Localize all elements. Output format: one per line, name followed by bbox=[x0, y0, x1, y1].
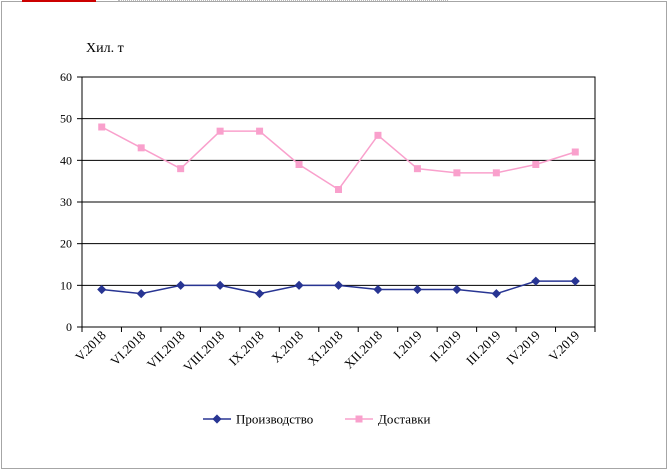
data-point bbox=[215, 280, 225, 290]
y-tick-label: 0 bbox=[66, 320, 72, 334]
x-tick-label: V.2019 bbox=[546, 328, 583, 365]
x-tick-label: VIII.2018 bbox=[180, 328, 227, 375]
legend-item: Доставки bbox=[345, 412, 431, 427]
legend-label: Доставки bbox=[378, 412, 431, 427]
legend-marker bbox=[212, 414, 222, 424]
data-point bbox=[374, 131, 382, 139]
y-tick-label: 30 bbox=[60, 195, 72, 209]
x-tick-label: XI.2018 bbox=[305, 328, 346, 369]
data-point bbox=[137, 144, 145, 152]
legend-marker bbox=[355, 415, 363, 423]
legend-item: Производство bbox=[203, 412, 313, 427]
data-point bbox=[452, 284, 462, 295]
x-tick-label: IV.2019 bbox=[503, 328, 543, 368]
clipped-red-text bbox=[22, 0, 96, 2]
data-point bbox=[97, 284, 107, 295]
data-point bbox=[532, 161, 540, 168]
x-tick-label: V.2018 bbox=[72, 328, 109, 365]
x-tick-label: IX.2018 bbox=[226, 328, 267, 369]
x-tick-label: VI.2018 bbox=[107, 328, 148, 369]
x-tick-label: III.2019 bbox=[463, 328, 503, 368]
data-point bbox=[216, 127, 224, 135]
data-point bbox=[412, 284, 422, 295]
y-tick-label: 50 bbox=[60, 112, 72, 126]
y-tick-label: 20 bbox=[60, 237, 72, 251]
x-tick-label: II.2019 bbox=[427, 328, 464, 365]
data-point bbox=[531, 276, 541, 286]
data-point bbox=[294, 280, 304, 290]
series-1 bbox=[97, 276, 580, 299]
series-2 bbox=[98, 123, 579, 193]
series-line bbox=[101, 126, 576, 191]
x-tick-label: XII.2018 bbox=[341, 328, 385, 372]
y-tick-label: 10 bbox=[60, 278, 72, 292]
clipped-top-text bbox=[118, 0, 448, 3]
data-point bbox=[256, 127, 264, 135]
data-point bbox=[570, 276, 580, 286]
data-point bbox=[571, 148, 579, 156]
data-point bbox=[98, 123, 106, 131]
plot-area-border bbox=[81, 76, 596, 328]
data-point bbox=[177, 165, 185, 173]
y-tick-label: 60 bbox=[60, 70, 72, 84]
data-point bbox=[295, 161, 303, 168]
data-point bbox=[413, 165, 421, 173]
data-point bbox=[136, 289, 146, 299]
data-point bbox=[176, 280, 186, 290]
data-point bbox=[453, 169, 461, 177]
x-tick-label: X.2018 bbox=[268, 328, 306, 366]
data-point bbox=[491, 289, 501, 299]
legend-label: Производство bbox=[236, 412, 313, 427]
data-point bbox=[373, 284, 383, 295]
y-axis-title: Хил. т bbox=[86, 41, 124, 56]
data-point bbox=[255, 289, 265, 299]
y-tick-label: 40 bbox=[60, 153, 72, 167]
data-point bbox=[333, 280, 344, 290]
data-point bbox=[492, 169, 500, 177]
x-tick-label: I.2019 bbox=[390, 328, 424, 362]
data-point bbox=[335, 186, 342, 193]
